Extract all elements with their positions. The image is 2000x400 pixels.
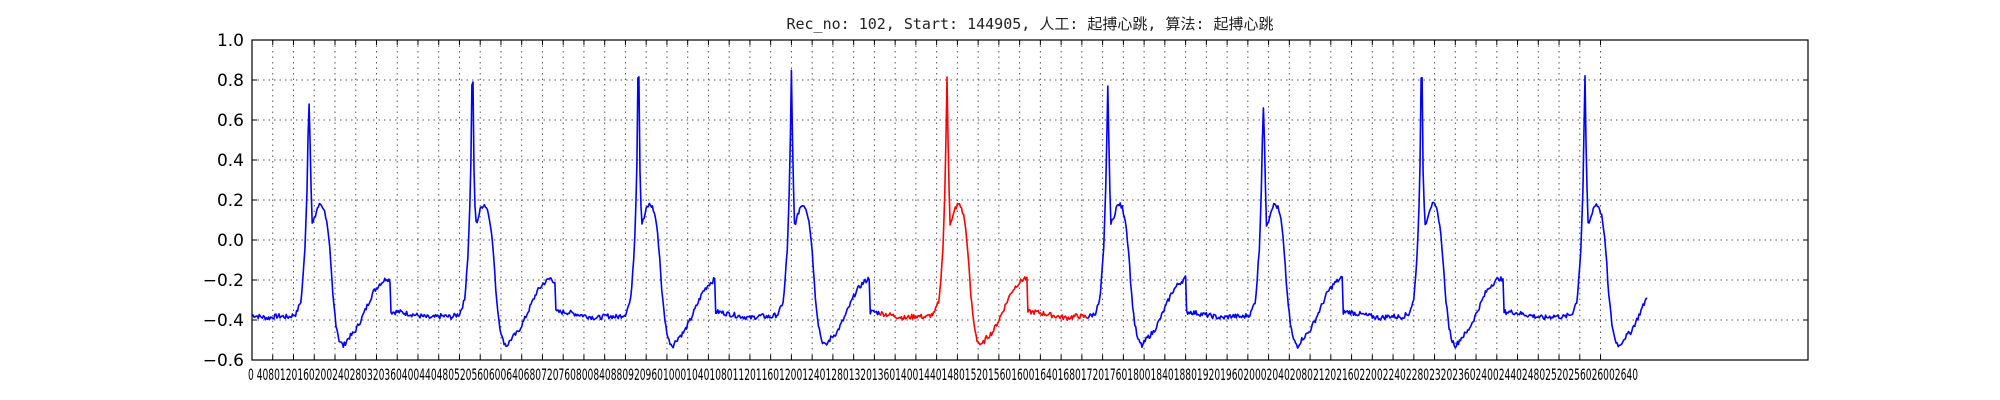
ecg-line-before [251,69,881,349]
x-axis: 0 40801201602002402803203604004404805205… [248,40,1638,384]
ecg-series [251,69,1648,349]
ecg-line-highlighted-beat [879,76,1088,346]
chart-title: Rec_no: 102, Start: 144905, 人工: 起搏心跳, 算法… [786,15,1273,33]
y-tick-label: −0.6 [203,351,244,371]
y-tick-label: −0.4 [203,311,244,331]
grid-lines [252,40,1808,360]
y-tick-label: 0.2 [217,191,244,211]
y-tick-label: 0.0 [217,231,244,251]
y-tick-label: −0.2 [203,271,244,291]
y-tick-label: 0.8 [217,71,244,91]
y-tick-label: 0.4 [217,151,244,171]
y-tick-label: 0.6 [217,111,244,131]
y-tick-label: 1.0 [217,31,244,51]
y-axis: 1.0 0.8 0.6 0.4 0.2 0.0 −0.2 −0.4 −0.6 [203,31,1808,371]
x-tick-labels: 0 40801201602002402803203604004404805205… [248,365,1638,384]
ecg-line-after [1086,75,1648,349]
